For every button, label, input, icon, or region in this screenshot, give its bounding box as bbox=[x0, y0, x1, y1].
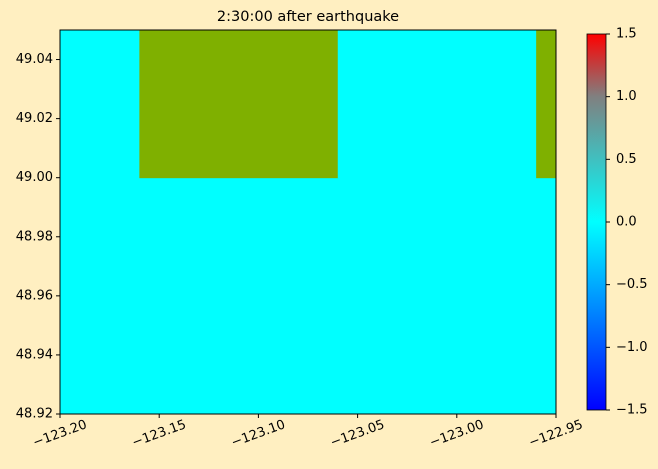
cell bbox=[60, 177, 140, 415]
y-tick-label: 48.92 bbox=[16, 407, 53, 422]
colorbar-tick-label: −1.0 bbox=[616, 340, 648, 355]
y-tick-label: 49.00 bbox=[16, 170, 53, 185]
plot-frame bbox=[59, 29, 557, 415]
colorbar-tick-label: −1.5 bbox=[616, 403, 648, 418]
cell bbox=[139, 30, 339, 179]
colorbar-tick-label: 0.0 bbox=[616, 215, 637, 230]
y-tick-label: 49.02 bbox=[16, 111, 53, 126]
cell bbox=[337, 30, 537, 179]
colorbar-tick-label: 1.0 bbox=[616, 89, 637, 104]
y-tick-label: 49.04 bbox=[16, 52, 53, 67]
colorbar-tick-label: 1.5 bbox=[616, 27, 637, 42]
chart-title: 2:30:00 after earthquake bbox=[217, 9, 399, 25]
y-tick-label: 48.96 bbox=[16, 288, 53, 303]
cell bbox=[60, 30, 140, 179]
y-tick-label: 48.98 bbox=[16, 229, 53, 244]
colorbar bbox=[586, 33, 607, 411]
cell bbox=[337, 177, 537, 415]
y-tick-label: 48.94 bbox=[16, 347, 53, 362]
colorbar-tick-label: −0.5 bbox=[616, 277, 648, 292]
cell bbox=[139, 177, 339, 415]
colorbar-tick-label: 0.5 bbox=[616, 152, 637, 167]
cell bbox=[536, 30, 557, 179]
cell bbox=[536, 177, 557, 415]
